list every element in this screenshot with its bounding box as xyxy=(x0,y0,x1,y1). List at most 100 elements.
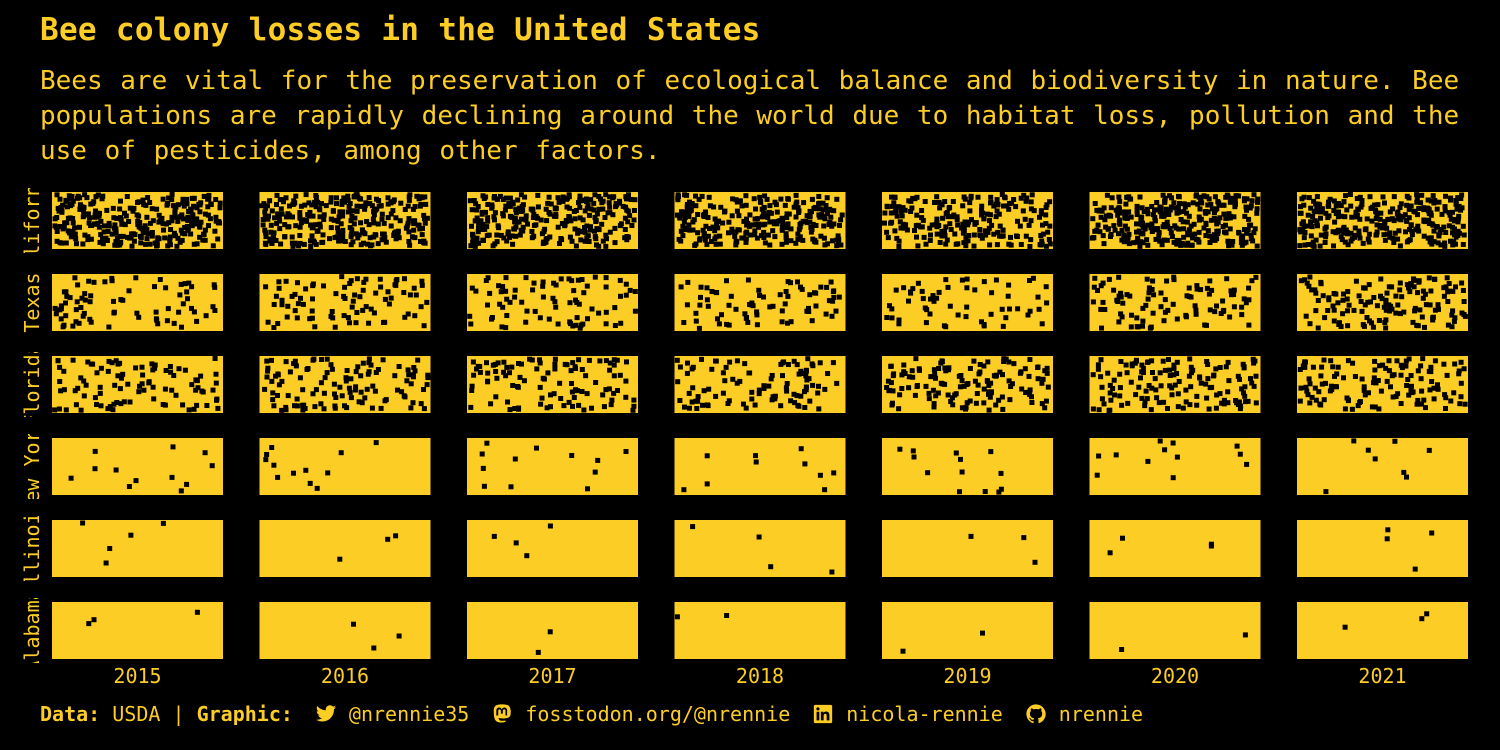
colony-dot xyxy=(729,229,735,235)
colony-dot xyxy=(1331,208,1337,213)
colony-dot xyxy=(1140,323,1145,329)
colony-dot xyxy=(1001,359,1007,364)
caption-twitter-handle[interactable]: @nrennie35 xyxy=(348,702,470,726)
colony-dot xyxy=(743,405,749,411)
colony-dot xyxy=(184,481,190,487)
colony-dot xyxy=(910,448,916,454)
colony-dot xyxy=(1153,207,1159,213)
colony-dot xyxy=(527,356,533,362)
colony-dot xyxy=(1202,322,1208,328)
colony-dot xyxy=(78,375,84,381)
colony-dot xyxy=(279,211,285,217)
caption-linkedin-handle[interactable]: nicola-rennie xyxy=(846,702,1003,726)
colony-dot xyxy=(882,210,888,216)
colony-dot xyxy=(1429,379,1435,384)
colony-dot xyxy=(366,222,372,228)
colony-dot xyxy=(350,239,356,245)
colony-dot xyxy=(1338,213,1344,219)
colony-dot xyxy=(169,197,175,203)
colony-dot xyxy=(1098,306,1104,312)
colony-dot xyxy=(1144,237,1150,243)
colony-dot xyxy=(309,308,315,314)
colony-dot xyxy=(330,208,336,214)
colony-dot xyxy=(312,324,318,330)
colony-dot xyxy=(577,325,583,331)
colony-dot xyxy=(600,392,606,398)
caption-github-handle[interactable]: nrennie xyxy=(1058,702,1144,726)
colony-dot xyxy=(1098,374,1104,380)
colony-dot xyxy=(1416,206,1422,211)
colony-dot xyxy=(1241,240,1247,246)
colony-dot xyxy=(743,202,749,208)
colony-dot xyxy=(942,381,948,387)
colony-dot xyxy=(1023,390,1029,395)
colony-dot xyxy=(724,278,729,284)
colony-dot xyxy=(109,231,115,237)
colony-dot xyxy=(421,212,427,218)
colony-dot xyxy=(189,195,195,201)
colony-dot xyxy=(180,200,186,206)
colony-dot xyxy=(797,222,803,227)
colony-dot xyxy=(1323,231,1329,237)
colony-dot xyxy=(560,198,566,204)
colony-dot xyxy=(579,367,585,372)
colony-dot xyxy=(1193,236,1199,242)
colony-dot xyxy=(1191,221,1197,227)
colony-dot xyxy=(379,216,385,222)
colony-dot xyxy=(267,198,273,204)
colony-dot xyxy=(532,308,538,314)
colony-dot xyxy=(510,241,516,247)
colony-dot xyxy=(53,311,59,317)
colony-dot xyxy=(713,358,718,364)
colony-dot xyxy=(492,217,497,223)
colony-dot xyxy=(830,360,836,366)
caption-separator: | xyxy=(172,702,185,726)
colony-dot xyxy=(503,195,509,201)
colony-dot xyxy=(54,192,60,198)
colony-dot xyxy=(1244,230,1250,236)
colony-dot xyxy=(785,196,791,202)
colony-dot xyxy=(730,376,736,382)
colony-dot xyxy=(271,230,277,236)
colony-dot xyxy=(807,213,813,219)
colony-dot xyxy=(1408,222,1414,228)
colony-dot xyxy=(718,204,724,210)
colony-dot xyxy=(97,384,103,390)
colony-dot xyxy=(1108,397,1114,403)
colony-dot xyxy=(381,220,387,226)
colony-dot xyxy=(535,192,541,198)
colony-dot xyxy=(1365,447,1371,453)
colony-dot xyxy=(1398,311,1403,317)
colony-dot xyxy=(398,200,404,206)
colony-dot xyxy=(1392,438,1398,444)
colony-dot xyxy=(54,238,60,244)
colony-dot xyxy=(1091,284,1097,290)
colony-dot xyxy=(1149,287,1155,292)
colony-dot xyxy=(1186,213,1192,219)
colony-dot xyxy=(295,280,300,286)
colony-dot xyxy=(88,293,94,299)
colony-dot xyxy=(1345,358,1351,364)
colony-dot xyxy=(745,277,751,283)
colony-dot xyxy=(1207,233,1213,239)
colony-dot xyxy=(1102,307,1108,312)
colony-dot xyxy=(1304,280,1310,286)
panel-background xyxy=(1089,602,1261,659)
colony-dot xyxy=(113,230,119,236)
caption-mastodon-handle[interactable]: fosstodon.org/@nrennie xyxy=(525,702,791,726)
colony-dot xyxy=(535,204,541,210)
colony-dot xyxy=(293,223,299,229)
colony-dot xyxy=(607,367,613,373)
colony-dot xyxy=(1404,239,1410,245)
colony-dot xyxy=(277,226,283,232)
colony-dot xyxy=(92,221,98,227)
colony-dot xyxy=(901,285,907,291)
colony-dot xyxy=(629,223,635,228)
colony-dot xyxy=(271,325,277,330)
colony-dot xyxy=(746,223,752,229)
colony-dot xyxy=(838,217,844,223)
colony-dot xyxy=(1369,404,1375,410)
colony-dot xyxy=(821,235,827,241)
colony-dot xyxy=(503,373,509,379)
colony-dot xyxy=(292,403,297,409)
